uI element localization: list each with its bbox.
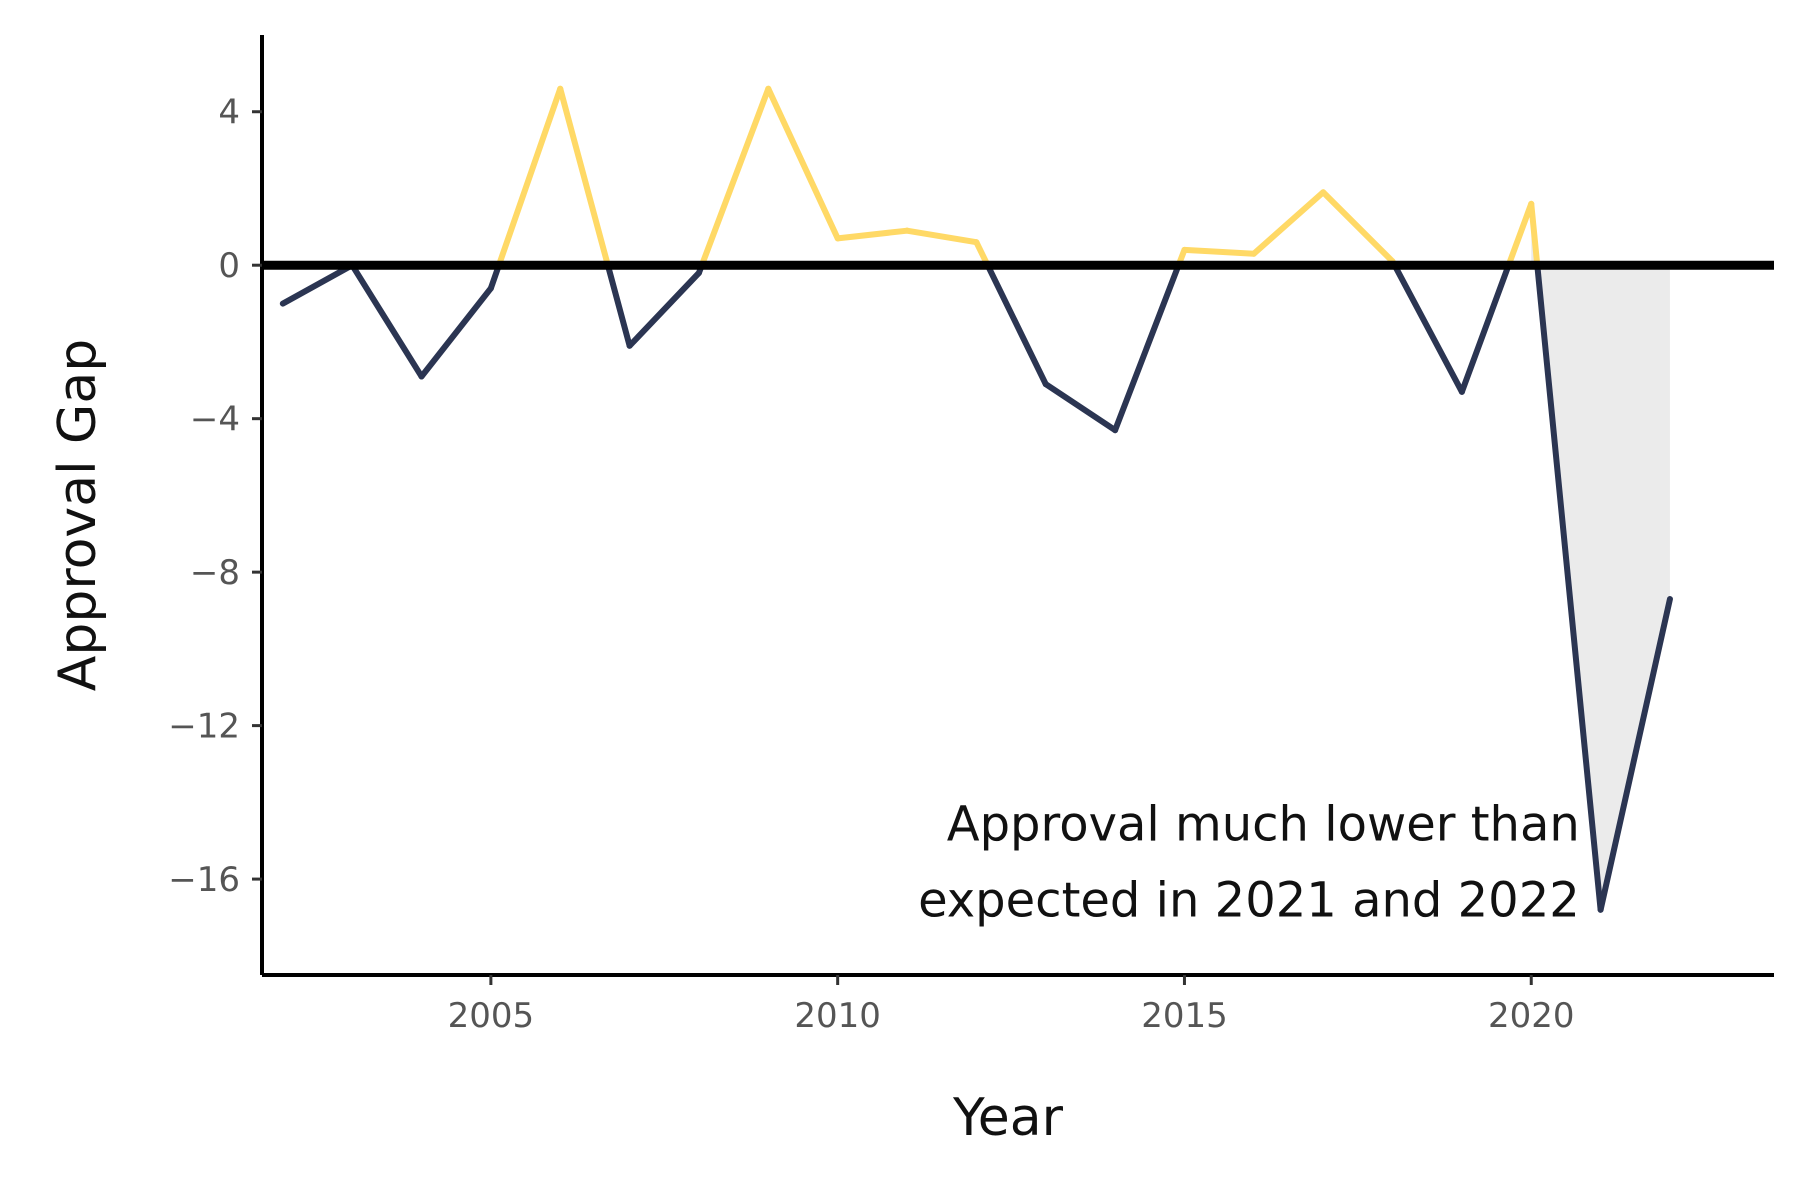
y-tick-label: 0 [218,246,240,286]
x-tick-label: 2005 [448,996,535,1036]
shaded-region-layer [1531,203,1670,910]
annotation-line-2: expected in 2021 and 2022 [918,873,1580,929]
x-axis-title: Year [952,1088,1064,1148]
series-segment-5-0 [626,269,702,349]
series-segment-19-0 [1597,596,1673,913]
shaded-region [1531,203,1670,910]
x-tick-label: 2020 [1488,996,1575,1036]
x-tick-label: 2010 [794,996,881,1036]
series-segment-0-0 [279,262,356,307]
series-layer [279,85,1673,913]
series-segment-7-0 [765,85,841,242]
series-segment-14-0 [1250,189,1327,257]
y-tick-label: −4 [190,400,240,440]
series-segment-17-1 [1505,200,1535,269]
y-tick-label: −16 [168,860,240,900]
ticks-layer: 4 0 −4 −8 −12 −16 2005 2010 2015 2020 [168,93,1574,1036]
series-segment-11-0 [1042,381,1119,434]
y-tick-label: 4 [218,93,240,133]
series-segment-2-0 [418,285,494,380]
axes-layer [260,35,1774,977]
series-segment-18-1 [1534,262,1604,913]
y-axis-title: Approval Gap [48,339,108,691]
series-segment-4-0 [557,85,611,269]
series-segment-3-1 [495,85,564,269]
series-segment-12-0 [1112,262,1182,434]
x-tick-label: 2015 [1141,996,1228,1036]
series-segment-13-0 [1181,246,1257,257]
series-segment-10-1 [984,262,1049,388]
series-segment-8-0 [834,227,911,242]
y-tick-label: −12 [168,707,240,747]
annotation-line-1: Approval much lower than [947,797,1580,853]
series-segment-15-0 [1320,189,1396,265]
series-segment-6-1 [698,85,772,269]
series-segment-16-1 [1391,262,1465,395]
y-tick-label: −8 [190,553,240,593]
series-segment-18-0 [1528,200,1541,269]
series-segment-4-1 [604,262,633,349]
series-segment-1-0 [349,262,425,380]
series-segment-17-0 [1458,262,1512,395]
series-segment-9-0 [904,227,980,246]
